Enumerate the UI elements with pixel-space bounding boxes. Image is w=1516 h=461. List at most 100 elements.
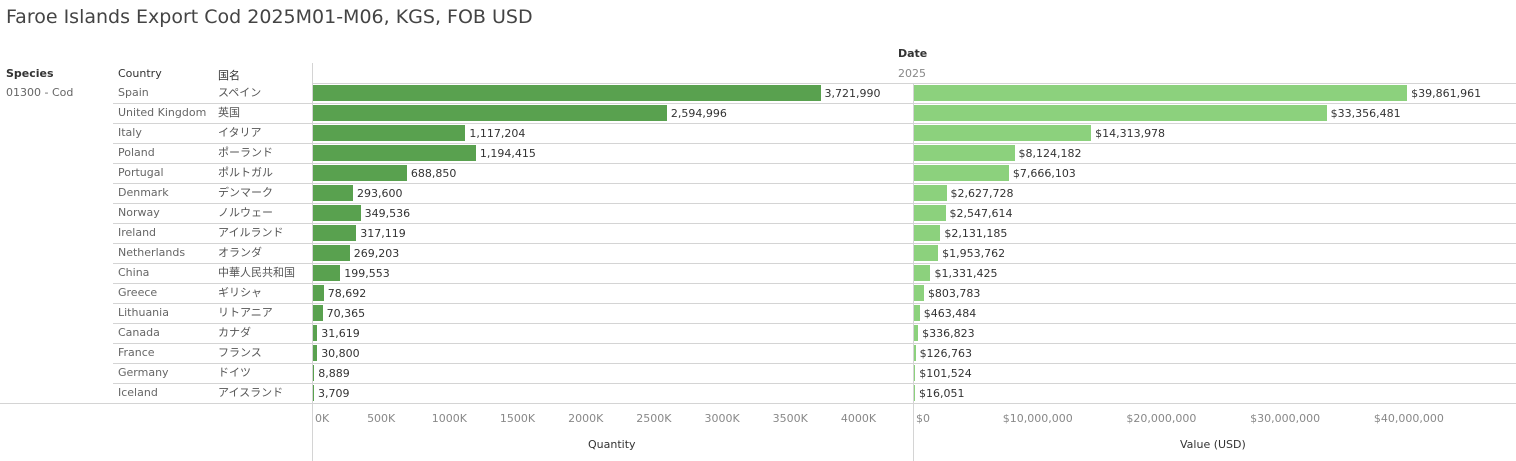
country-label-jp: カナダ <box>218 326 251 339</box>
value-data-label: $101,524 <box>919 367 972 380</box>
row-separator <box>113 203 1516 204</box>
quantity-bar <box>313 385 314 401</box>
value-bar <box>914 85 1408 101</box>
value-bar <box>914 205 946 221</box>
quantity-bar <box>313 265 341 281</box>
country-label: Spain <box>118 86 149 99</box>
quantity-bar <box>313 285 324 301</box>
country-label-jp: ギリシャ <box>218 286 262 299</box>
value-data-label: $803,783 <box>927 287 981 300</box>
country-label: China <box>118 266 150 279</box>
value-tick-label: $30,000,000 <box>1250 412 1321 425</box>
value-data-label: $463,484 <box>923 307 977 320</box>
quantity-data-label: 688,850 <box>410 167 457 180</box>
value-data-label: $16,051 <box>919 387 965 400</box>
value-data-label: $8,124,182 <box>1018 147 1082 160</box>
value-bar <box>914 125 1092 141</box>
country-label-jp: リトアニア <box>218 306 273 319</box>
country-label: Poland <box>118 146 155 159</box>
country-label: Italy <box>118 126 142 139</box>
quantity-bar <box>313 165 407 181</box>
year-header: 2025 <box>898 67 926 80</box>
country-label-jp: ポーランド <box>218 146 273 159</box>
row-separator <box>113 323 1516 324</box>
row-separator <box>113 383 1516 384</box>
value-tick-label: $10,000,000 <box>1002 412 1073 425</box>
quantity-bar <box>313 185 354 201</box>
country-header: Country <box>118 67 162 80</box>
quantity-data-label: 1,117,204 <box>469 127 526 140</box>
value-data-label: $33,356,481 <box>1330 107 1401 120</box>
quantity-bar <box>313 205 361 221</box>
quantity-data-label: 3,721,990 <box>824 87 881 100</box>
table-bottom-rule <box>0 403 1516 404</box>
value-bar <box>914 225 941 241</box>
country-label-jp: デンマーク <box>218 186 273 199</box>
value-data-label: $2,547,614 <box>949 207 1013 220</box>
value-bar <box>914 385 915 401</box>
quantity-bar <box>313 325 318 341</box>
value-data-label: $39,861,961 <box>1411 87 1482 100</box>
value-bar <box>914 105 1327 121</box>
quantity-data-label: 31,619 <box>321 327 360 340</box>
quantity-data-label: 1,194,415 <box>479 147 536 160</box>
row-separator <box>113 163 1516 164</box>
quantity-tick-label: 1500K <box>499 412 536 425</box>
value-bar <box>914 245 939 261</box>
quantity-data-label: 30,800 <box>321 347 360 360</box>
header-rule <box>313 83 1516 84</box>
quantity-bar <box>313 145 476 161</box>
quantity-data-label: 78,692 <box>327 287 367 300</box>
value-tick-label: $0 <box>916 412 930 425</box>
value-tick-label: $20,000,000 <box>1126 412 1197 425</box>
quantity-data-label: 199,553 <box>344 267 390 280</box>
value-bar <box>914 165 1009 181</box>
country-label-jp: オランダ <box>218 246 262 259</box>
value-data-label: $2,131,185 <box>944 227 1008 240</box>
quantity-data-label: 2,594,996 <box>670 107 727 120</box>
quantity-data-label: 70,365 <box>326 307 366 320</box>
country-label: Ireland <box>118 226 157 239</box>
quantity-tick-label: 500K <box>367 412 396 425</box>
date-header: Date <box>898 47 928 60</box>
value-bar <box>914 305 920 321</box>
species-value: 01300 - Cod <box>6 86 74 99</box>
country-label-jp: ノルウェー <box>218 206 273 219</box>
quantity-tick-label: 3000K <box>704 412 740 425</box>
quantity-tick-label: 4000K <box>840 412 877 425</box>
quantity-bar <box>313 225 357 241</box>
country-label: Canada <box>118 326 160 339</box>
value-bar <box>914 265 931 281</box>
quantity-axis-title: Quantity <box>588 438 636 451</box>
quantity-bar <box>313 85 821 101</box>
row-separator <box>113 283 1516 284</box>
quantity-tick-label: 0K <box>315 412 330 425</box>
country-label: Norway <box>118 206 160 219</box>
row-separator <box>113 343 1516 344</box>
quantity-bar <box>313 125 466 141</box>
value-bar <box>914 145 1015 161</box>
country-label: Germany <box>118 366 169 379</box>
row-separator <box>113 263 1516 264</box>
quantity-tick-label: 2500K <box>636 412 672 425</box>
country-label-jp: アイスランド <box>218 386 284 399</box>
value-bar <box>914 365 916 381</box>
country-label: France <box>118 346 155 359</box>
value-bar <box>914 285 924 301</box>
value-data-label: $336,823 <box>922 327 975 340</box>
country-label-jp: ポルトガル <box>218 166 273 179</box>
value-bar <box>914 325 919 341</box>
quantity-data-label: 349,536 <box>364 207 411 220</box>
row-separator <box>113 303 1516 304</box>
value-data-label: $2,627,728 <box>950 187 1014 200</box>
row-separator <box>113 363 1516 364</box>
country-label-jp: アイルランド <box>218 226 284 239</box>
country-label-jp: 中華人民共和国 <box>218 266 295 279</box>
quantity-data-label: 3,709 <box>318 387 350 400</box>
quantity-bar <box>313 305 323 321</box>
country-label-jp: イタリア <box>218 126 262 139</box>
value-data-label: $1,953,762 <box>942 247 1006 260</box>
country-label-jp: ドイツ <box>218 366 251 379</box>
quantity-tick-label: 2000K <box>568 412 604 425</box>
country-label: Greece <box>118 286 158 299</box>
